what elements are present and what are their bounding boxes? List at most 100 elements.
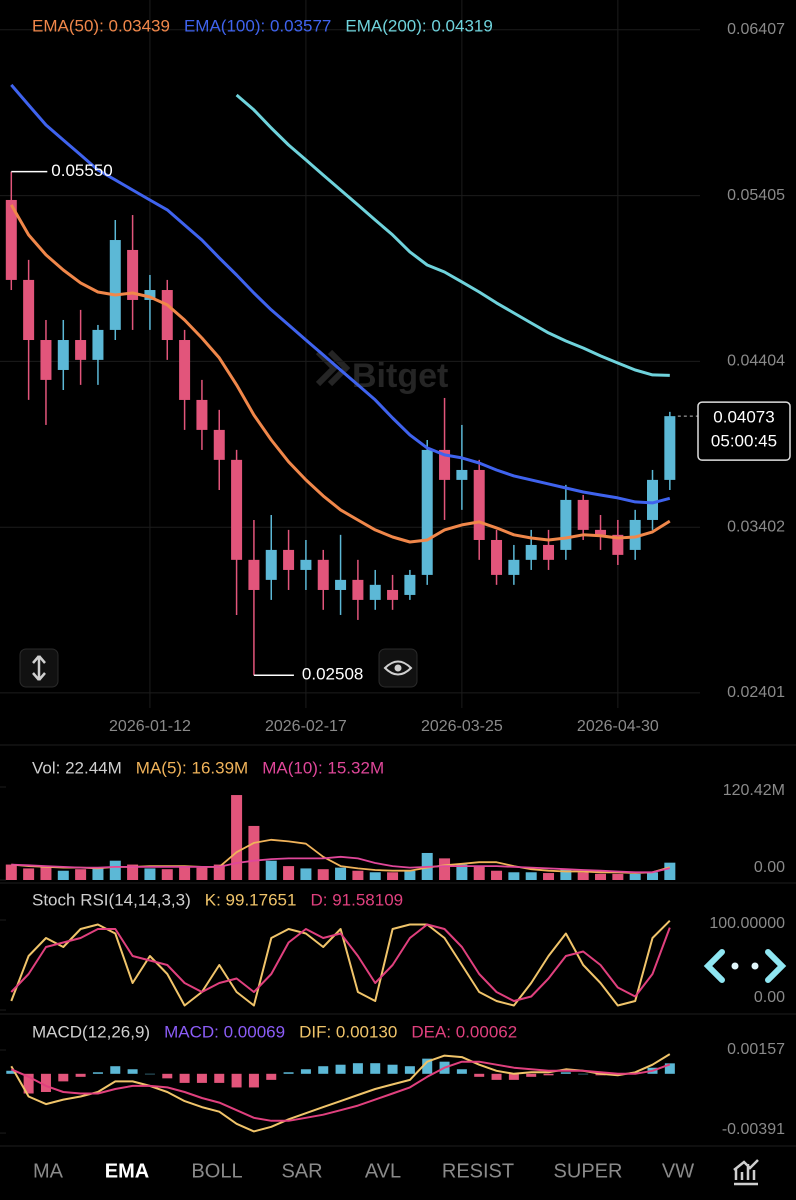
candle-body (664, 416, 676, 480)
volume-bar (352, 870, 364, 880)
indicator-line (10, 923, 671, 1002)
candle-body (543, 544, 555, 560)
icon-bracket (703, 949, 725, 983)
macd-bar (526, 1073, 537, 1077)
volume-bar (248, 825, 260, 880)
panel-title: MACD(12,26,9) (32, 1022, 150, 1041)
indicator-tab[interactable]: RESIST (442, 1160, 514, 1182)
indicator-line (10, 919, 671, 1007)
y-tick-label: 0.04404 (727, 353, 785, 370)
indicator-tab[interactable]: SUPER (554, 1160, 623, 1182)
volume-bar (40, 866, 52, 880)
volume-bar (300, 868, 312, 880)
candle-body (196, 399, 208, 430)
candle-body (92, 329, 104, 360)
macd-bar (456, 1069, 467, 1074)
candle-body (387, 589, 399, 600)
candle-body (127, 249, 139, 300)
indicator-tab[interactable]: MA (33, 1160, 64, 1182)
legend-entry: K: 99.17651 (205, 890, 297, 909)
volume-bar (456, 864, 468, 880)
candle-body (265, 549, 277, 580)
macd-bar (110, 1066, 121, 1074)
candle-body (300, 559, 312, 570)
legend-entry: EMA(50): 0.03439 (32, 16, 170, 35)
candle-body (57, 340, 69, 370)
legend-entry: EMA(200): 0.04319 (345, 16, 492, 35)
volume-bar (612, 873, 624, 880)
eye-icon (383, 660, 413, 676)
indicator-tab[interactable]: AVL (365, 1160, 401, 1182)
volume-bar (213, 864, 225, 880)
macd-bar (387, 1064, 398, 1074)
ma-line (11, 855, 671, 874)
macd-bar (578, 1073, 589, 1075)
panel-title: Stoch RSI(14,14,3,3) (32, 890, 191, 909)
legend-entry: MA(10): 15.32M (262, 758, 384, 777)
candle-body (317, 559, 329, 590)
volume-bar (629, 873, 641, 880)
candle-body (248, 559, 260, 590)
volume-bar (5, 864, 17, 880)
macd-bar (422, 1058, 433, 1074)
volume-bar (196, 867, 208, 880)
y-tick-label: 120.42M (723, 782, 785, 799)
volume-bar (525, 872, 537, 880)
volume-bar (23, 868, 35, 880)
y-tick-label: 0.02401 (727, 684, 785, 701)
indicator-tab[interactable]: SAR (281, 1160, 322, 1182)
macd-bar (92, 1072, 103, 1074)
candle-body (439, 449, 451, 480)
low-label: 0.02508 (302, 665, 363, 684)
volume-bar (283, 866, 295, 880)
candle-body (231, 459, 243, 560)
eye-button[interactable] (378, 648, 418, 688)
y-tick-label: 100.00000 (709, 915, 785, 932)
indicator-tab[interactable]: BOLL (191, 1160, 242, 1182)
macd-bar (6, 1070, 17, 1074)
watermark: Bitget (315, 349, 448, 395)
macd-bar (664, 1063, 675, 1074)
countdown-label: 05:00:45 (711, 432, 777, 451)
candle-body (525, 544, 537, 560)
volume-bar (560, 869, 572, 880)
volume-bar (543, 873, 555, 880)
macd-bar (23, 1073, 34, 1094)
volume-bar (144, 868, 156, 880)
volume-bar (127, 864, 139, 880)
macd-bar (144, 1073, 155, 1075)
volume-bar (265, 860, 277, 880)
legend-entry: MACD: 0.00069 (164, 1022, 285, 1041)
indicator-tab[interactable]: EMA (105, 1160, 149, 1182)
macd-bar (370, 1063, 381, 1074)
candle-body (404, 574, 416, 595)
candle-body (75, 340, 87, 360)
candle-body (491, 539, 503, 575)
macd-bar (127, 1069, 138, 1074)
candle-body (560, 499, 572, 550)
y-tick-label: 0.03402 (727, 518, 785, 535)
candle-body (369, 584, 381, 600)
icon-dot (751, 962, 759, 970)
candle-body (213, 429, 225, 460)
y-tick-label: 0.00157 (727, 1041, 785, 1058)
expand-button[interactable] (19, 648, 59, 688)
chart-settings-icon[interactable] (733, 1159, 759, 1186)
macd-bar (404, 1066, 415, 1074)
volume-bar (387, 872, 399, 880)
indicator-tab[interactable]: VW (662, 1160, 694, 1182)
last-price-box (697, 401, 791, 461)
macd-bar (560, 1072, 571, 1074)
expand-icon (32, 655, 46, 681)
macd-bar (491, 1073, 502, 1080)
candle-body (40, 340, 52, 380)
macd-bar (231, 1073, 242, 1088)
macd-bar (352, 1063, 363, 1074)
volume-bar (595, 873, 607, 880)
x-tick-label: 2026-04-30 (577, 718, 659, 735)
volume-bar (664, 862, 676, 880)
assistant-icon[interactable] (703, 949, 787, 983)
candle-body (335, 579, 347, 590)
macd-bar (318, 1066, 329, 1074)
